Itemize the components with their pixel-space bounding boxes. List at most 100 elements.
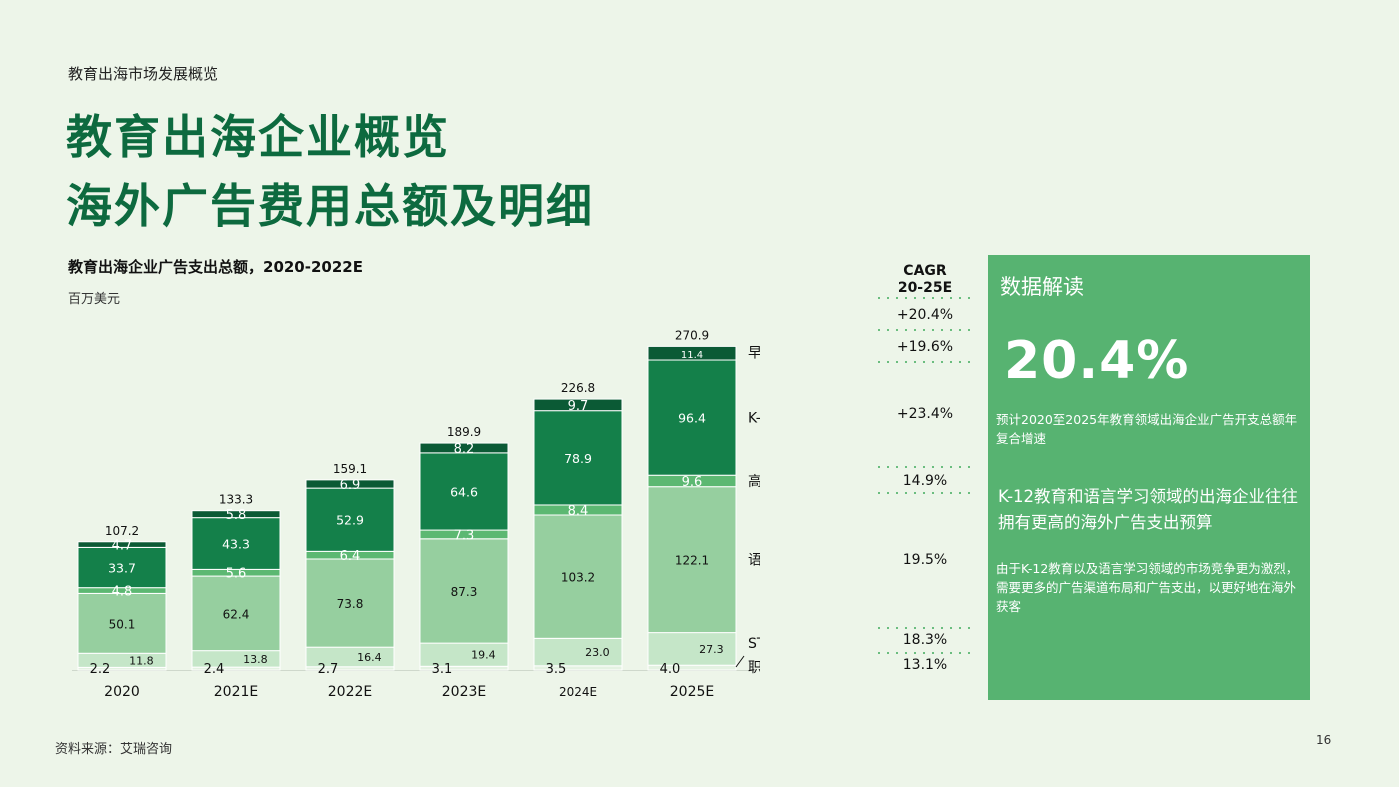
cagr-vocational: 13.1%	[902, 657, 948, 673]
bar-segment-language	[647, 486, 737, 634]
panel-description: 预计2020至2025年教育领域出海企业广告开支总额年复合增速	[996, 412, 1298, 446]
data-label-higher: 8.4	[568, 504, 589, 519]
page-number: 16	[1316, 733, 1332, 747]
data-label-vocational: 4.0	[660, 662, 681, 677]
data-label-k12: 52.9	[336, 513, 364, 528]
data-label-language: 122.1	[675, 554, 709, 568]
data-label-steam: 16.4	[357, 651, 382, 664]
cagr-higher: 14.9%	[902, 473, 948, 489]
legend-early: 早期教育	[748, 345, 760, 361]
stacked-bar-chart: 50.1 33.7 4.8 4.7 11.8 2.2 107.2 2020 62.4 43.3 5.…	[72, 328, 760, 700]
bar-segment-early	[305, 479, 395, 489]
data-label-higher: 4.8	[112, 585, 133, 600]
cagr-dotted-separators	[878, 297, 972, 654]
bar-segment-early	[191, 510, 281, 519]
cagr-early: +19.6%	[896, 339, 954, 355]
total-label: 133.3	[219, 493, 253, 507]
data-label-early: 4.7	[112, 539, 133, 554]
data-label-language: 50.1	[109, 617, 136, 631]
data-label-higher: 5.6	[226, 567, 247, 582]
x-tick-label: 2022E	[328, 684, 372, 700]
data-label-higher: 7.3	[454, 528, 475, 543]
total-label: 189.9	[447, 425, 481, 439]
panel-headline: K-12教育和语言学习领域的出海企业往往拥有更高的海外广告支出预算	[998, 487, 1299, 532]
data-label-language: 87.3	[451, 585, 478, 599]
data-label-language: 73.8	[337, 597, 364, 611]
data-label-early: 6.9	[340, 478, 361, 493]
data-label-steam: 23.0	[585, 646, 610, 659]
x-tick-label: 2023E	[442, 684, 486, 700]
x-tick-label: 2021E	[214, 684, 258, 700]
bar-segment-steam	[647, 632, 737, 666]
bar-segment-k12	[419, 452, 509, 531]
bar-segment-steam	[533, 637, 623, 667]
data-label-vocational: 2.7	[318, 662, 339, 677]
data-label-higher: 9.6	[682, 475, 703, 490]
x-tick-label: 2025E	[670, 684, 714, 700]
cagr-language: 19.5%	[902, 552, 948, 568]
panel-body-text: 由于K-12教育以及语言学习领域的市场竞争更为激烈，需要更多的广告渠道布局和广告…	[996, 561, 1299, 614]
data-label-vocational: 3.5	[546, 662, 567, 677]
cagr-header-line1: CAGR	[903, 263, 947, 279]
bar-segment-k12	[77, 546, 167, 589]
source-note: 资料来源：艾瑞咨询	[55, 742, 173, 757]
cagr-total: +20.4%	[896, 307, 954, 323]
x-tick-label: 2020	[104, 684, 140, 700]
data-label-k12: 96.4	[678, 411, 706, 426]
section-label: 教育出海市场发展概览	[68, 65, 219, 83]
cagr-header: CAGR 20-25E	[878, 263, 972, 297]
x-tick-label: 2024E	[559, 685, 597, 699]
data-label-steam: 11.8	[129, 654, 154, 667]
bar-segment-language	[305, 558, 395, 648]
data-label-steam: 27.3	[699, 643, 724, 656]
total-label: 270.9	[675, 328, 709, 342]
data-label-early: 11.4	[681, 350, 703, 361]
data-label-vocational: 2.4	[204, 662, 225, 677]
data-label-language: 103.2	[561, 571, 595, 585]
data-label-steam: 13.8	[243, 653, 267, 666]
bar-segment-language	[419, 538, 509, 644]
cagr-header-line2: 20-25E	[897, 280, 953, 296]
page-title-line1: 教育出海企业概览	[66, 110, 450, 164]
legend-higher: 高等教育	[748, 473, 760, 490]
cagr-steam: 18.3%	[902, 632, 948, 648]
data-label-steam: 19.4	[471, 649, 496, 662]
bar-segment-k12	[647, 359, 737, 476]
data-label-k12: 43.3	[222, 537, 250, 552]
legend-leader-vocational	[735, 655, 745, 668]
bar-segment-early	[77, 541, 167, 548]
data-label-early: 8.2	[454, 442, 475, 457]
bar-segment-early	[647, 345, 737, 361]
bar-segment-early	[533, 398, 623, 412]
data-label-language: 62.4	[223, 607, 250, 621]
panel-big-number: 20.4%	[1004, 331, 1190, 391]
data-label-higher: 6.4	[340, 549, 361, 564]
chart-title: 教育出海企业广告支出总额，2020-2022E	[68, 258, 363, 276]
data-label-vocational: 3.1	[432, 662, 453, 677]
bar-segment-k12	[533, 410, 623, 506]
total-label: 226.8	[561, 381, 595, 395]
data-label-k12: 78.9	[564, 451, 592, 466]
data-label-early: 5.8	[226, 508, 247, 523]
bar-segment-language	[191, 575, 281, 652]
data-label-k12: 64.6	[450, 484, 478, 499]
chart-unit: 百万美元	[68, 292, 121, 307]
insight-panel: 数据解读 20.4% 预计2020至2025年教育领域出海企业广告开支总额年复合…	[988, 255, 1310, 700]
legend-vocational: 职业培训	[748, 660, 760, 676]
data-label-k12: 33.7	[108, 561, 136, 576]
total-label: 159.1	[333, 462, 367, 476]
legend-steam: STEAM教育	[748, 636, 760, 652]
panel-title: 数据解读	[1000, 275, 1084, 299]
data-label-vocational: 2.2	[90, 662, 111, 677]
bar-segment-language	[533, 514, 623, 639]
data-label-early: 9.7	[568, 399, 589, 414]
cagr-k12: +23.4%	[896, 406, 954, 422]
bar-segment-k12	[305, 487, 395, 552]
bar-segment-k12	[191, 517, 281, 570]
legend-language: 语言学习	[748, 553, 760, 569]
bar-segment-language	[77, 592, 167, 654]
legend-k12: K-12教育	[748, 411, 760, 427]
bar-segment-early	[419, 442, 509, 454]
page-title-line2: 海外广告费用总额及明细	[66, 179, 594, 233]
total-label: 107.2	[105, 524, 139, 538]
